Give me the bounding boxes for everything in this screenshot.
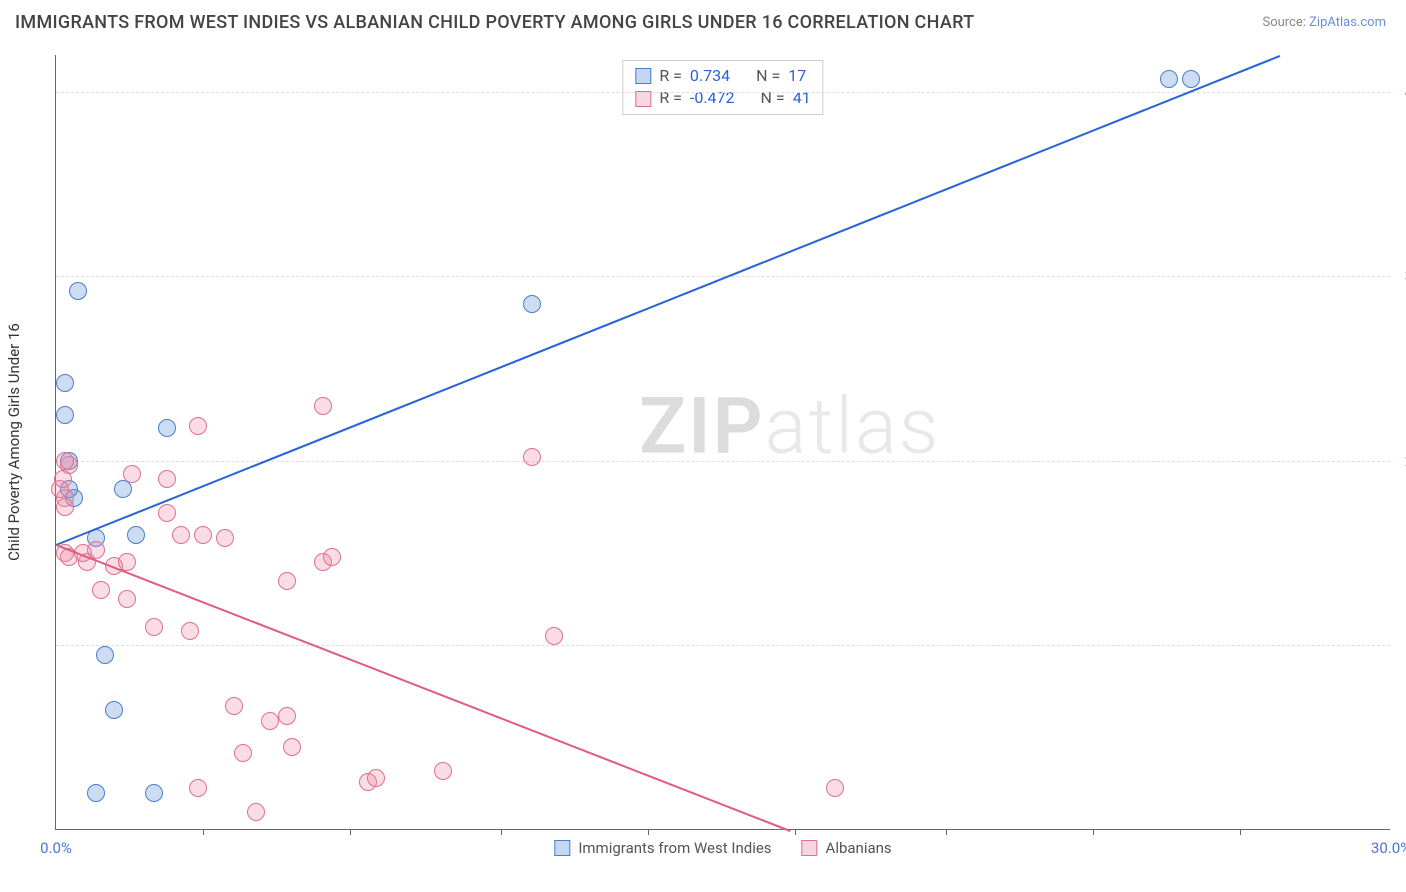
scatter-point xyxy=(234,744,252,762)
scatter-point xyxy=(158,504,176,522)
scatter-point xyxy=(54,470,72,488)
scatter-point xyxy=(181,622,199,640)
y-axis-label: Child Poverty Among Girls Under 16 xyxy=(5,323,23,561)
scatter-point xyxy=(127,526,145,544)
scatter-point xyxy=(123,465,141,483)
legend-stats-row: R = -0.472 N = 41 xyxy=(635,87,810,109)
scatter-point xyxy=(323,548,341,566)
scatter-point xyxy=(367,769,385,787)
x-tick-mark xyxy=(946,829,947,835)
scatter-point xyxy=(314,397,332,415)
legend-stats-box: R = 0.734 N = 17 R = -0.472 N = 41 xyxy=(622,60,823,115)
bottom-legend: Immigrants from West Indies Albanians xyxy=(554,839,891,857)
scatter-point xyxy=(172,526,190,544)
scatter-point xyxy=(96,646,114,664)
scatter-point xyxy=(261,712,279,730)
scatter-point xyxy=(158,470,176,488)
scatter-point xyxy=(278,707,296,725)
scatter-point xyxy=(87,784,105,802)
trend-line xyxy=(56,55,1280,546)
scatter-point xyxy=(283,738,301,756)
x-tick-mark xyxy=(648,829,649,835)
scatter-point xyxy=(216,529,234,547)
source-link[interactable]: ZipAtlas.com xyxy=(1309,15,1386,30)
legend-item: Albanians xyxy=(802,839,892,857)
legend-stats-row: R = 0.734 N = 17 xyxy=(635,65,810,87)
scatter-point xyxy=(92,581,110,599)
x-tick-mark xyxy=(501,829,502,835)
scatter-point xyxy=(523,448,541,466)
x-tick-mark xyxy=(350,829,351,835)
x-tick-label: 30.0% xyxy=(1371,839,1406,857)
scatter-point xyxy=(118,590,136,608)
gridline xyxy=(56,645,1390,646)
chart-title: IMMIGRANTS FROM WEST INDIES VS ALBANIAN … xyxy=(15,12,974,33)
scatter-point xyxy=(87,541,105,559)
scatter-point xyxy=(158,419,176,437)
scatter-point xyxy=(105,701,123,719)
x-tick-mark xyxy=(1240,829,1241,835)
scatter-point xyxy=(225,697,243,715)
scatter-point xyxy=(1160,70,1178,88)
legend-item: Immigrants from West Indies xyxy=(554,839,771,857)
scatter-point xyxy=(56,452,74,470)
scatter-point xyxy=(56,406,74,424)
trend-line xyxy=(56,544,791,832)
gridline xyxy=(56,461,1390,462)
x-tick-mark xyxy=(203,829,204,835)
legend-swatch-blue xyxy=(635,68,651,84)
scatter-point xyxy=(1182,70,1200,88)
scatter-point xyxy=(145,784,163,802)
scatter-point xyxy=(545,627,563,645)
scatter-point xyxy=(278,572,296,590)
watermark: ZIPatlas xyxy=(639,381,940,472)
scatter-point xyxy=(826,779,844,797)
legend-swatch-pink xyxy=(802,840,818,856)
scatter-point xyxy=(56,374,74,392)
scatter-point xyxy=(189,417,207,435)
scatter-point xyxy=(189,779,207,797)
x-tick-mark xyxy=(1093,829,1094,835)
x-tick-label: 0.0% xyxy=(40,839,72,857)
correlation-chart: ZIPatlas Child Poverty Among Girls Under… xyxy=(55,55,1390,830)
x-tick-mark xyxy=(795,829,796,835)
scatter-point xyxy=(247,803,265,821)
scatter-point xyxy=(56,498,74,516)
legend-swatch-pink xyxy=(635,91,651,107)
legend-swatch-blue xyxy=(554,840,570,856)
scatter-point xyxy=(145,618,163,636)
chart-header: IMMIGRANTS FROM WEST INDIES VS ALBANIAN … xyxy=(0,0,1406,41)
scatter-point xyxy=(69,282,87,300)
scatter-point xyxy=(194,526,212,544)
source-attribution: Source: ZipAtlas.com xyxy=(1262,15,1386,30)
scatter-point xyxy=(523,295,541,313)
scatter-point xyxy=(434,762,452,780)
